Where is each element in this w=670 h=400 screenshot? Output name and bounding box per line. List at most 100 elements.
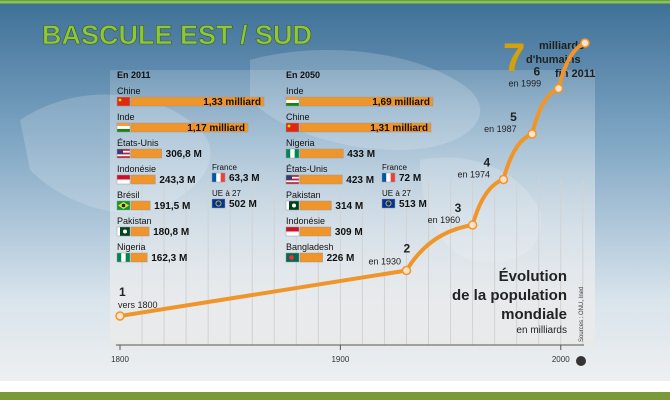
milestone-year: en 1999 <box>509 79 542 89</box>
x-ticks: 1800 1900 2000 <box>111 345 570 364</box>
data-point <box>467 220 478 230</box>
bar <box>299 148 344 159</box>
extra-value-label: 72 M <box>399 173 421 184</box>
legend-line3: mondiale <box>501 306 567 323</box>
legend-line2: de la population <box>452 287 567 304</box>
bar-category: Pakistan <box>117 216 152 226</box>
bar-category: Pakistan <box>286 190 321 200</box>
bar-category: Chine <box>286 112 310 122</box>
bar-value-label: 1,69 milliard <box>372 97 430 108</box>
bar <box>130 122 249 133</box>
bar <box>299 252 323 263</box>
chart-legend: Évolution de la population mondiale en m… <box>452 268 567 336</box>
bar <box>130 200 151 211</box>
bar-value-label: 191,5 M <box>154 201 190 212</box>
milestone-year: en 1987 <box>484 124 517 134</box>
milestone-year: en 1930 <box>368 257 401 267</box>
flag-icon <box>211 198 226 209</box>
extra-category: UE à 27 <box>382 189 411 198</box>
bar-panel: En 2050 Inde 1,69 milliard Chine 1,31 millia… <box>285 70 434 264</box>
milestone-value: 4 <box>483 156 490 170</box>
extra-category: France <box>382 163 407 172</box>
bar-category: États-Unis <box>117 138 159 148</box>
bar-value-label: 243,3 M <box>159 175 195 186</box>
extra-category: France <box>212 163 237 172</box>
bar-value-label: 1,33 milliard <box>203 97 261 108</box>
bar-category: Inde <box>117 112 135 122</box>
flag-icon <box>285 226 300 237</box>
flag-icon <box>116 148 131 159</box>
bar-panel-title: En 2011 <box>117 70 151 80</box>
bar-category: Inde <box>286 86 304 96</box>
flag-icon <box>381 198 396 209</box>
flag-icon <box>285 174 300 185</box>
flag-icon <box>285 96 300 107</box>
bar-value-label: 314 M <box>335 201 363 212</box>
bar-value-label: 433 M <box>347 149 375 160</box>
bar <box>299 122 432 133</box>
x-tick-label: 2000 <box>552 355 570 364</box>
flag-icon <box>116 122 131 133</box>
headline-line1: milliards <box>539 40 584 52</box>
milestone-value: 5 <box>510 110 517 124</box>
bar-category: Chine <box>117 86 141 96</box>
legend-line1: Évolution <box>499 268 567 285</box>
milestone-year: en 1960 <box>428 215 461 225</box>
milestone-year: en 1974 <box>457 170 490 180</box>
bar-value-label: 306,8 M <box>166 149 202 160</box>
bar-panel-title: En 2050 <box>286 70 320 80</box>
bar <box>299 226 332 237</box>
data-point <box>115 311 125 321</box>
data-point <box>498 174 509 185</box>
publisher-logo <box>576 356 586 366</box>
bar-value-label: 226 M <box>327 253 355 264</box>
milestone-value: 6 <box>534 65 541 79</box>
extra-value-label: 502 M <box>229 199 257 210</box>
data-point <box>527 129 537 139</box>
data-point <box>553 83 564 94</box>
bar-value-label: 1,17 milliard <box>187 123 245 134</box>
data-point <box>580 38 590 48</box>
data-point <box>401 265 412 276</box>
flag-icon <box>211 172 226 183</box>
x-tick-label: 1900 <box>331 355 349 364</box>
extra-category: UE à 27 <box>212 189 241 198</box>
flag-icon <box>285 122 300 133</box>
flag-icon <box>285 148 300 159</box>
bar-value-label: 180,8 M <box>153 227 189 238</box>
milestone-year: vers 1800 <box>118 300 158 310</box>
bottom-stripe <box>0 392 670 400</box>
bar-panel: En 2011 Chine 1,33 milliard Inde 1,17 millia… <box>116 70 265 264</box>
bar-category: États-Unis <box>286 164 328 174</box>
extra-value-label: 63,3 M <box>229 173 260 184</box>
bar <box>299 96 434 107</box>
extra-value-label: 513 M <box>399 199 427 210</box>
bar <box>299 174 343 185</box>
headline-number: 7 <box>503 36 525 80</box>
flag-icon <box>285 252 300 263</box>
flag-icon <box>116 226 131 237</box>
flag-icon <box>116 96 131 107</box>
bar-value-label: 309 M <box>335 227 363 238</box>
flag-icon <box>116 174 131 185</box>
page-title: BASCULE EST / SUD <box>42 20 312 50</box>
bar-category: Bangladesh <box>286 242 334 252</box>
source-note: Sources : ONU, Ined <box>579 287 585 342</box>
bar <box>130 174 156 185</box>
bar-category: Nigeria <box>286 138 315 148</box>
flag-icon <box>116 252 131 263</box>
milestone-value: 3 <box>455 201 462 215</box>
bar-value-label: 1,31 milliard <box>370 123 428 134</box>
bar-category: Indonésie <box>117 164 156 174</box>
legend-unit: en milliards <box>516 325 567 336</box>
bar-value-label: 162,3 M <box>151 253 187 264</box>
bar <box>130 96 265 107</box>
bar-value-label: 423 M <box>346 175 374 186</box>
flag-icon <box>285 200 300 211</box>
bar <box>130 226 150 237</box>
flag-icon <box>381 172 396 183</box>
bar <box>130 148 162 159</box>
